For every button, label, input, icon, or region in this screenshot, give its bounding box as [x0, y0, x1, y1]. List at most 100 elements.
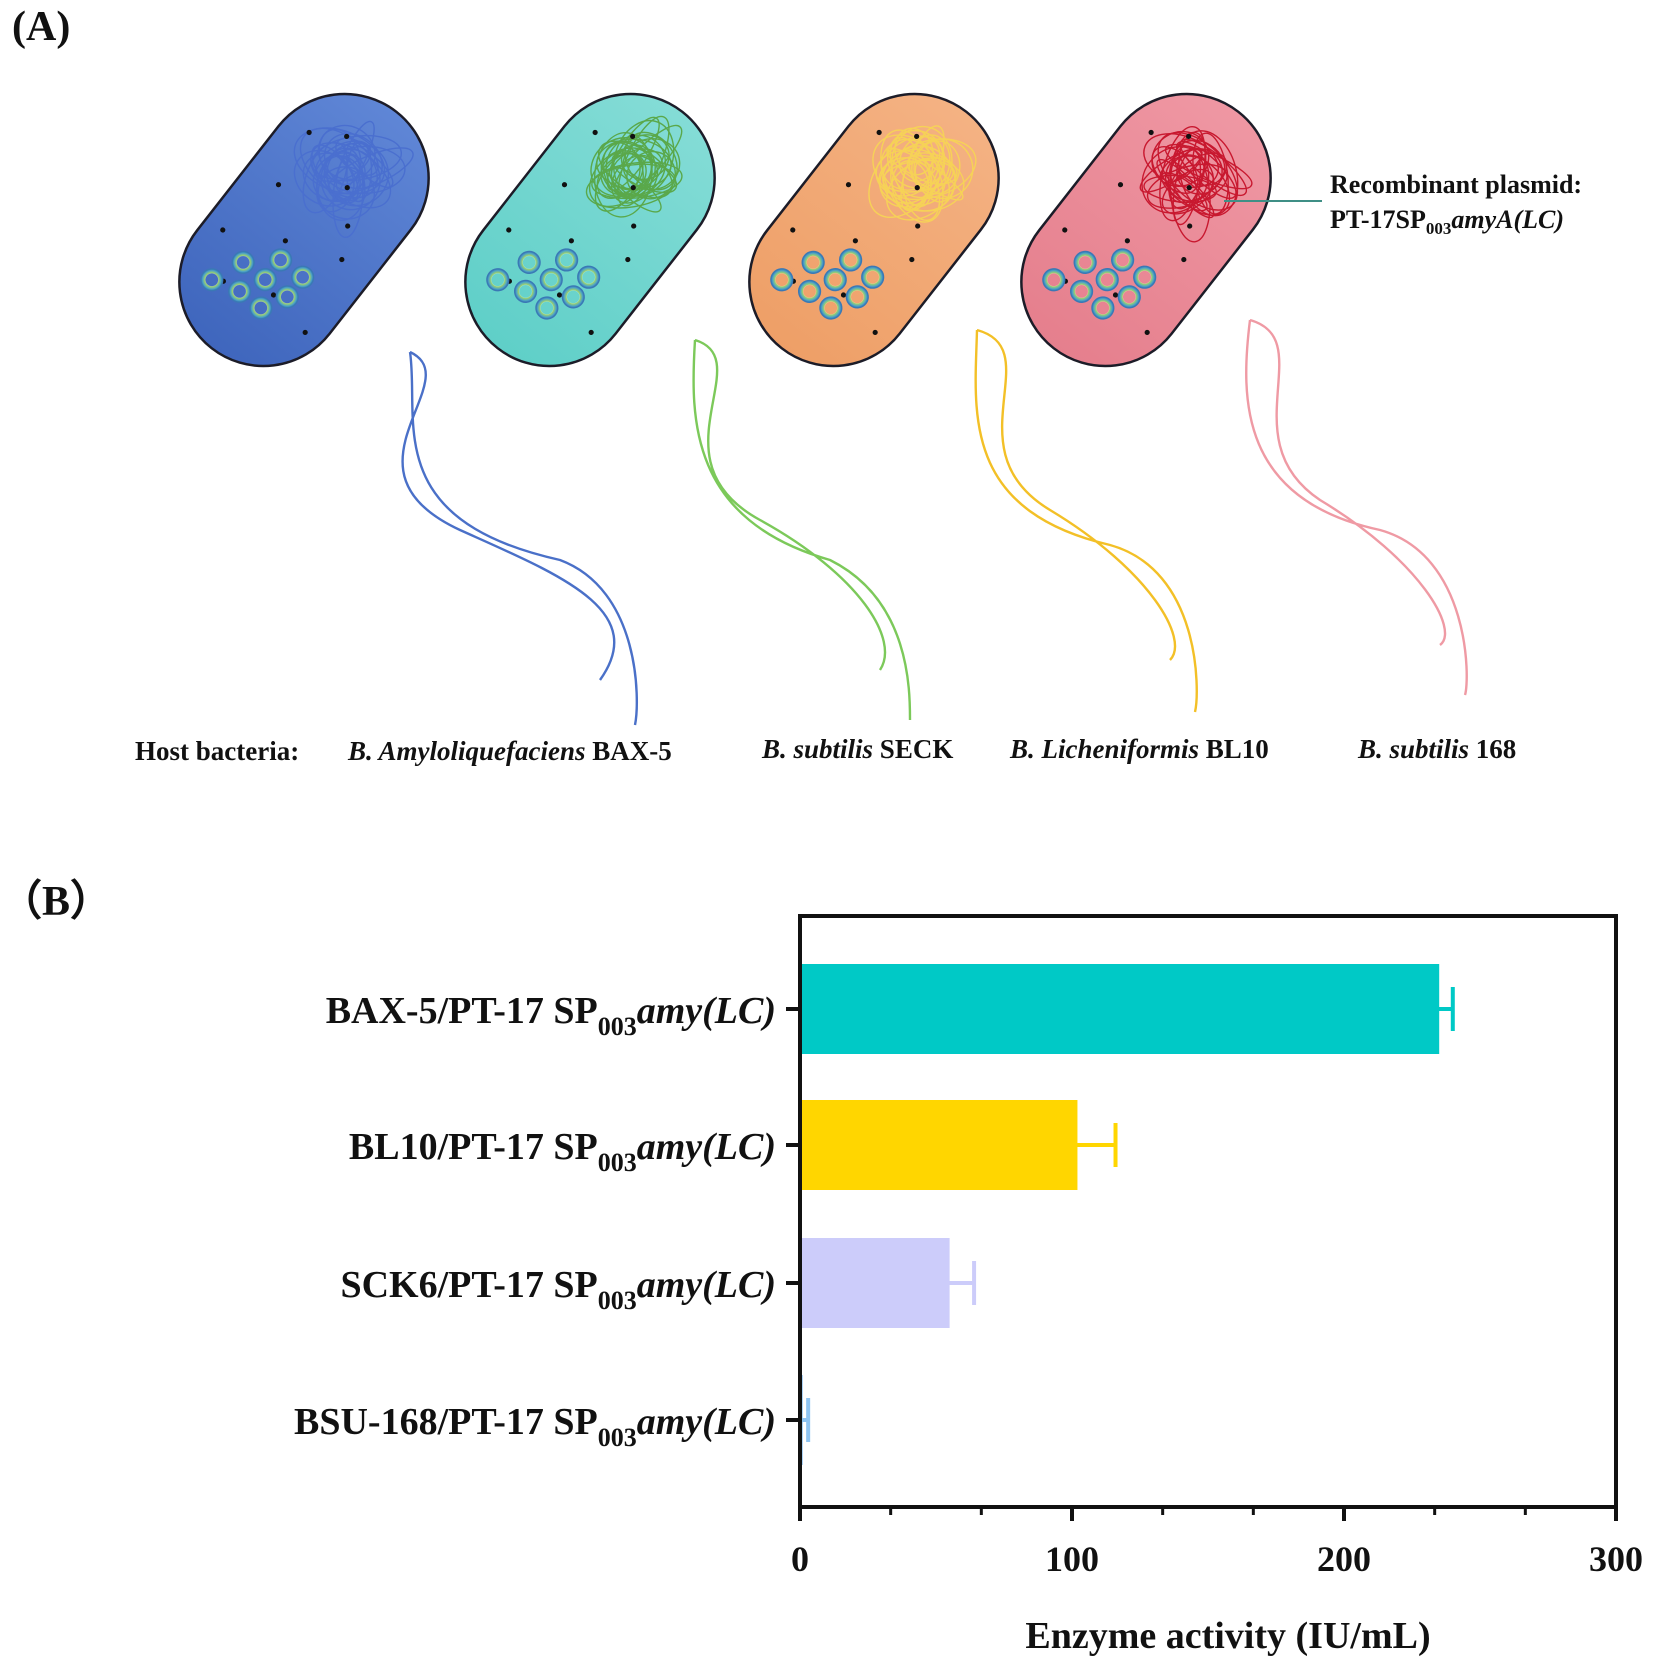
bar-chart: BAX-5/PT-17 SP003amy(LC) BL10/PT-17 SP003…: [294, 914, 1643, 1657]
ribosome-dot: [625, 256, 631, 263]
plasmid-circle: [823, 268, 847, 292]
ribosome-dot: [876, 129, 882, 136]
plasmid-circle: [535, 296, 559, 320]
plasmid-circle: [231, 250, 255, 275]
plasmid-circle: [227, 279, 252, 303]
bar-3: [802, 1238, 950, 1328]
y-tick-label-4: BSU-168/PT-17 SP003amy(LC): [294, 1401, 776, 1452]
plasmid-circle: [1042, 268, 1066, 292]
y-tick-label-2: BL10/PT-17 SP003amy(LC): [349, 1126, 776, 1177]
ribosome-dot: [306, 129, 312, 136]
strain-name-3: BL10: [1199, 734, 1269, 764]
plasmid-circle: [797, 279, 822, 303]
bacterium-4: [1020, 92, 1272, 368]
x-tick-label-4: 300: [1589, 1539, 1643, 1579]
plasmid-circle: [517, 250, 541, 275]
bacterium-caption-1: B. Amyloliquefaciens BAX-5: [347, 736, 672, 766]
bacterium-3: [748, 92, 1000, 368]
ribosome-dot: [914, 133, 920, 140]
ribosome-dot: [1124, 238, 1130, 244]
plasmid-circle: [275, 285, 299, 309]
bacterium-body-1: [178, 92, 430, 368]
ribosome-dot: [1186, 185, 1192, 191]
bar-2: [802, 1100, 1078, 1190]
ribosome-dot: [790, 227, 796, 233]
plasmid-circle: [861, 265, 885, 289]
bacterium-body-2: [464, 92, 716, 368]
bacteria-illustration: [178, 92, 1468, 726]
ribosome-dot: [1148, 129, 1154, 136]
y-tick-label-3: SCK6/PT-17 SP003amy(LC): [340, 1264, 776, 1315]
x-tick-label-2: 100: [1045, 1539, 1099, 1579]
ribosome-dot: [588, 329, 594, 336]
y-tick-label-1: BAX-5/PT-17 SP003amy(LC): [326, 990, 776, 1041]
panel-a-label: (A): [12, 4, 70, 50]
ribosome-dot: [556, 292, 563, 298]
strain-name-1: BAX-5: [586, 736, 672, 766]
x-tick-label-3: 200: [1317, 1539, 1371, 1579]
ribosome-dot: [282, 238, 288, 244]
plasmid-circle: [770, 268, 794, 292]
svg-text:B. Amyloliquefaciens BAX-5: B. Amyloliquefaciens BAX-5: [347, 736, 672, 766]
plasmid-circle: [539, 268, 563, 292]
ribosome-dot: [275, 182, 282, 188]
ribosome-dot: [339, 256, 345, 263]
dna-tangle-2: [585, 115, 683, 218]
ribosome-dot: [1187, 223, 1193, 229]
ribosome-dot: [1181, 256, 1187, 263]
ribosome-dot: [220, 227, 226, 233]
svg-text:B. Licheniformis BL10: B. Licheniformis BL10: [1009, 734, 1269, 764]
dna-tangle-1: [293, 120, 414, 239]
plasmid-circle: [269, 248, 293, 272]
plasmid-circle: [561, 285, 585, 309]
plasmid-circle: [1117, 285, 1141, 309]
ribosome-dot: [840, 292, 847, 298]
ribosome-dot: [270, 292, 277, 298]
ribosome-dot: [914, 185, 920, 191]
plasmid-circle: [1069, 279, 1094, 303]
genus-name-3: B. Licheniformis: [1009, 734, 1199, 764]
plasmid-circle: [801, 250, 825, 275]
bacterium-caption-4: B. subtilis 168: [1357, 734, 1516, 764]
plot-frame: [798, 914, 1618, 1509]
plasmid-circle: [1091, 296, 1115, 320]
plasmid-circle: [1095, 268, 1119, 292]
plasmid-circle: [1073, 250, 1097, 275]
plasmid-circle: [253, 268, 277, 292]
ribosome-dot: [344, 185, 350, 191]
x-tick-label-1: 0: [791, 1539, 809, 1579]
dna-tangle-4: [1139, 125, 1253, 243]
plasmid-circle: [1111, 248, 1135, 272]
plasmid-circle: [291, 265, 315, 289]
ribosome-dot: [1186, 133, 1192, 140]
bacterium-2: [464, 92, 716, 368]
ribosome-dot: [631, 223, 637, 229]
ribosome-dot: [302, 329, 308, 336]
host-bacteria-label: Host bacteria:: [135, 736, 299, 766]
ribosome-dot: [1144, 329, 1150, 336]
dna-tangle-3: [868, 125, 977, 223]
x-axis-label: Enzyme activity (IU/mL): [1025, 1615, 1430, 1657]
bar-1: [802, 964, 1440, 1054]
ribosome-dot: [592, 129, 598, 136]
bacterium-caption-3: B. Licheniformis BL10: [1009, 734, 1269, 764]
bacterium-caption-2: B. subtilis SECK: [761, 734, 953, 764]
flagellum-2: [692, 338, 912, 721]
plasmid-circle: [200, 268, 224, 292]
plasmid-name: PT-17SP003amyA(LC): [1330, 205, 1564, 238]
plasmid-circle: [486, 268, 510, 292]
ribosome-dot: [568, 238, 574, 244]
ribosome-dot: [852, 238, 858, 244]
panel-b-label: （B）: [0, 878, 112, 925]
genus-name-4: B. subtilis: [1357, 734, 1469, 764]
ribosome-dot: [561, 182, 568, 188]
plasmid-circle: [249, 296, 273, 320]
ribosome-dot: [915, 223, 921, 229]
bacterium-body-3: [748, 92, 1000, 368]
ribosome-dot: [1117, 182, 1124, 188]
ribosome-dot: [909, 256, 915, 263]
plasmid-circle: [555, 248, 579, 272]
ribosome-dot: [1062, 227, 1068, 233]
ribosome-dot: [1112, 292, 1119, 298]
flagellum-4: [1245, 318, 1468, 696]
